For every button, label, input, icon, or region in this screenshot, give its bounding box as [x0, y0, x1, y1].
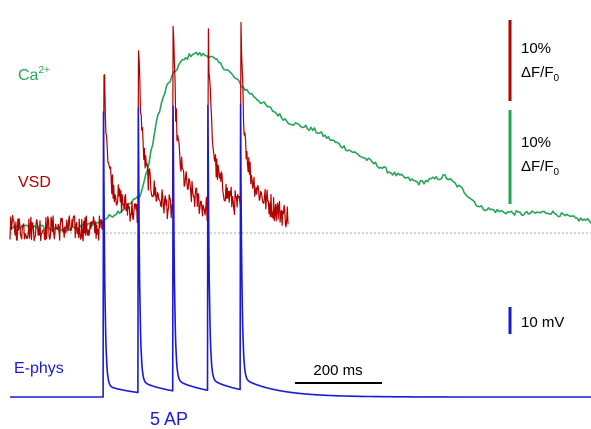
ca-scalebar-sub: 0 — [554, 167, 560, 178]
mv-scalebar-label: 10 mV — [521, 314, 564, 331]
vsd-trace-line — [9, 21, 289, 242]
ca-label-sup: 2+ — [38, 65, 50, 76]
vsd-label: VSD — [18, 174, 51, 191]
stimulus-label: 5 AP — [150, 409, 188, 429]
ca-scalebar-line1: 10% — [521, 134, 551, 151]
ephys-trace-line — [9, 104, 591, 398]
ca-scalebar-main: ΔF/F — [521, 158, 554, 175]
ephys-label: E-phys — [14, 360, 64, 377]
ca-scalebar-line2: ΔF/F0 — [521, 158, 560, 178]
ca-label-main: Ca — [18, 67, 39, 84]
vsd-scalebar-line2: ΔF/F0 — [521, 64, 560, 84]
vsd-scalebar-sub: 0 — [554, 73, 560, 84]
time-scalebar-label: 200 ms — [313, 362, 362, 379]
vsd-scalebar-main: ΔF/F — [521, 64, 554, 81]
ca-trace-line — [9, 51, 591, 233]
vsd-scalebar-line1: 10% — [521, 40, 551, 57]
ca-label: Ca2+ — [18, 65, 50, 84]
